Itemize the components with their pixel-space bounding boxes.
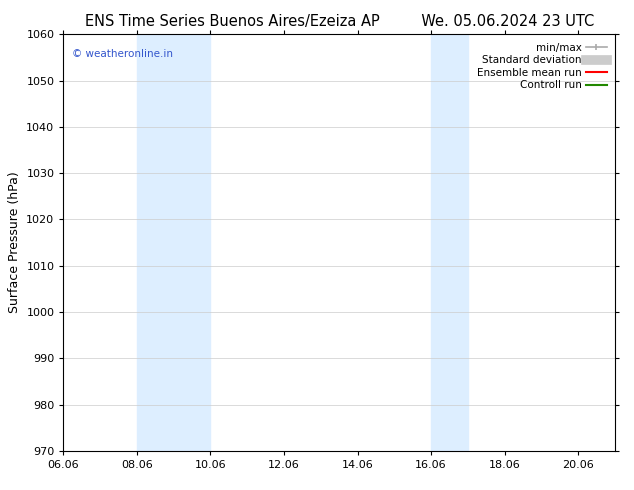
Bar xyxy=(137,34,210,451)
Bar xyxy=(431,34,468,451)
Text: © weatheronline.in: © weatheronline.in xyxy=(72,49,172,59)
Title: ENS Time Series Buenos Aires/Ezeiza AP         We. 05.06.2024 23 UTC: ENS Time Series Buenos Aires/Ezeiza AP W… xyxy=(84,14,594,29)
Legend: min/max, Standard deviation, Ensemble mean run, Controll run: min/max, Standard deviation, Ensemble me… xyxy=(474,40,610,94)
Y-axis label: Surface Pressure (hPa): Surface Pressure (hPa) xyxy=(8,172,21,314)
